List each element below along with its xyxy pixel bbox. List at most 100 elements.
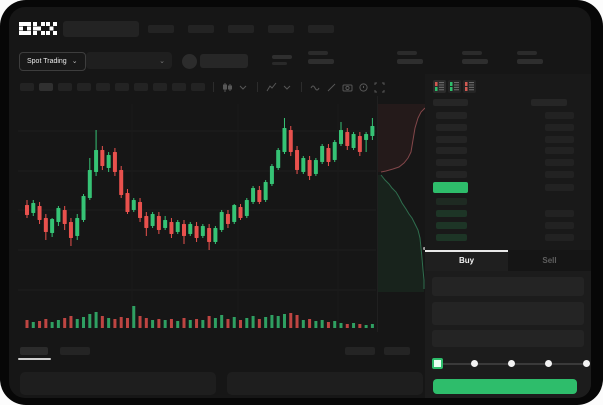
- toolbar-divider: [257, 82, 258, 92]
- stat-label: [397, 51, 417, 55]
- candle-style-icon[interactable]: [222, 82, 233, 93]
- bid-price-bar: [436, 198, 467, 205]
- bid-price-bar: [436, 210, 467, 217]
- fullscreen-icon[interactable]: [374, 82, 385, 93]
- timeframe-button[interactable]: [96, 83, 110, 91]
- line-style-icon[interactable]: [310, 82, 321, 93]
- alert-icon[interactable]: [358, 82, 369, 93]
- order-book-panel: Buy Sell: [425, 74, 591, 398]
- draw-icon[interactable]: [326, 82, 337, 93]
- timeframe-button[interactable]: [172, 83, 186, 91]
- order-book-ask-row[interactable]: [425, 112, 591, 121]
- order-book-bid-row[interactable]: [425, 210, 591, 219]
- price-field[interactable]: [432, 277, 584, 296]
- stat-block: [462, 51, 488, 64]
- timeframe-button[interactable]: [20, 83, 34, 91]
- timeframe-button[interactable]: [191, 83, 205, 91]
- buy-submit-button[interactable]: [433, 379, 577, 394]
- tab-sell[interactable]: Sell: [508, 250, 591, 271]
- order-book-bid-row[interactable]: [425, 234, 591, 243]
- stat-value: [517, 59, 543, 64]
- chevron-down-icon[interactable]: [282, 82, 293, 93]
- timeframe-button[interactable]: [134, 83, 148, 91]
- bottom-tabs-right: [345, 347, 410, 355]
- ask-price-bar: [436, 159, 467, 167]
- order-book-bid-row[interactable]: [425, 222, 591, 231]
- order-book-ask-row[interactable]: [425, 147, 591, 156]
- nav-item[interactable]: [268, 25, 294, 33]
- trade-tabs: Buy Sell: [425, 250, 591, 271]
- timeframe-button[interactable]: [58, 83, 72, 91]
- bottom-panel-right: [227, 372, 423, 395]
- stat-label: [308, 51, 328, 55]
- market-type-dropdown[interactable]: Spot Trading ⌄: [19, 52, 86, 71]
- order-book-col-header-amount: [531, 99, 567, 106]
- bottom-action-1[interactable]: [345, 347, 375, 355]
- camera-icon[interactable]: [342, 82, 353, 93]
- market-type-label: Spot Trading: [27, 58, 67, 65]
- candlestick-chart[interactable]: [18, 96, 429, 332]
- total-field[interactable]: [432, 330, 584, 347]
- coin-avatar: [182, 54, 197, 69]
- order-form: [425, 271, 591, 398]
- tab-history[interactable]: [60, 347, 90, 355]
- combined-book-view[interactable]: [433, 80, 446, 93]
- ask-price-bar: [436, 112, 467, 119]
- stat-block: [517, 51, 543, 64]
- chevron-down-icon: ⌄: [159, 57, 165, 65]
- order-book-ask-row[interactable]: [425, 123, 591, 133]
- nav-items: [148, 25, 334, 33]
- order-book-view-modes: [433, 80, 476, 93]
- timeframe-button[interactable]: [39, 83, 53, 91]
- pair-action-button[interactable]: [200, 54, 248, 68]
- timeframe-button[interactable]: [77, 83, 91, 91]
- tab-orders[interactable]: [20, 347, 48, 355]
- chevron-down-icon: ⌄: [71, 58, 78, 65]
- bids-book-view[interactable]: [448, 80, 461, 93]
- nav-item[interactable]: [308, 25, 334, 33]
- okx-logo: [19, 22, 57, 35]
- amount-slider[interactable]: [425, 357, 591, 371]
- bid-amount-bar: [545, 210, 574, 217]
- order-book-ask-row[interactable]: [425, 135, 591, 145]
- bid-price-bar: [436, 222, 467, 229]
- tab-buy[interactable]: Buy: [425, 250, 508, 271]
- timeframe-button[interactable]: [115, 83, 129, 91]
- bottom-tabs-left: [20, 347, 90, 355]
- nav-item[interactable]: [148, 25, 174, 33]
- toolbar-divider: [301, 82, 302, 92]
- slider-step-dot[interactable]: [508, 360, 515, 367]
- ask-amount-bar: [545, 112, 574, 119]
- pair-selector-dropdown[interactable]: ⌄: [86, 52, 172, 69]
- price-summary: [272, 55, 292, 65]
- amount-field[interactable]: [432, 302, 584, 325]
- stat-value: [462, 59, 488, 64]
- active-tab-underline: [18, 358, 51, 360]
- slider-step-dot[interactable]: [470, 360, 478, 367]
- ask-price-bar: [436, 135, 467, 143]
- bottom-action-2[interactable]: [384, 347, 410, 355]
- ask-price-bar: [436, 123, 467, 131]
- stat-label: [462, 51, 482, 55]
- asks-book-view[interactable]: [463, 80, 476, 93]
- ask-price-bar: [436, 147, 467, 155]
- last-price-highlight[interactable]: [433, 182, 468, 193]
- price-subline: [272, 62, 287, 65]
- slider-handle[interactable]: [431, 358, 443, 369]
- stat-value: [308, 59, 334, 64]
- order-book-bid-row[interactable]: [425, 198, 591, 207]
- chevron-down-icon[interactable]: [238, 82, 249, 93]
- nav-item[interactable]: [188, 25, 214, 33]
- last-price-amount: [545, 184, 574, 191]
- timeframe-button[interactable]: [153, 83, 167, 91]
- stat-value: [397, 59, 423, 64]
- search-input[interactable]: [63, 21, 139, 37]
- bid-amount-bar: [545, 222, 574, 229]
- order-book-ask-row[interactable]: [425, 171, 591, 180]
- ask-amount-bar: [545, 147, 574, 155]
- nav-item[interactable]: [228, 25, 254, 33]
- order-book-ask-row[interactable]: [425, 159, 591, 168]
- indicators-icon[interactable]: [266, 82, 277, 93]
- slider-step-dot[interactable]: [545, 360, 553, 367]
- slider-step-dot[interactable]: [582, 360, 590, 367]
